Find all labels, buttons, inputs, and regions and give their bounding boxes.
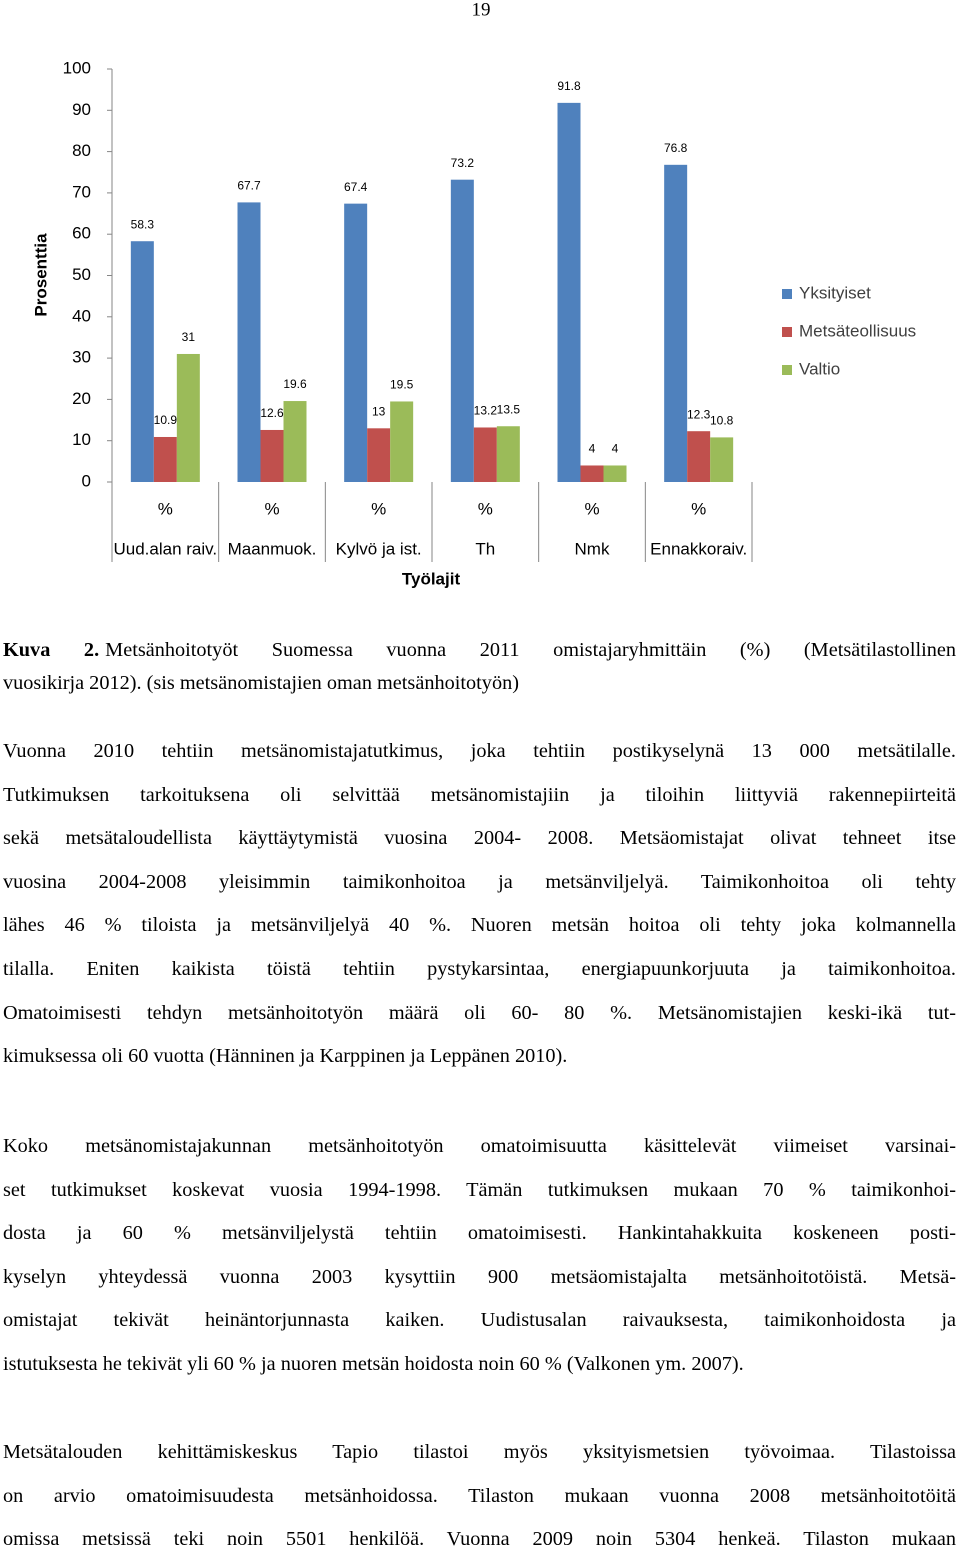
text-line: sekä metsätaloudellista käyttäytymistä v… xyxy=(3,827,956,850)
text-line: kimuksessa oli 60 vuotta (Hänninen ja Ka… xyxy=(3,1045,568,1068)
bar xyxy=(664,164,688,483)
x-tick-label: Nmk xyxy=(575,539,610,558)
text-line: lähes 46 % tiloista ja metsänviljelyä 40… xyxy=(3,914,956,937)
bar xyxy=(473,427,497,482)
legend-swatch xyxy=(782,289,792,299)
bar xyxy=(710,437,734,482)
bar xyxy=(496,426,520,482)
chart: 19 Prosenttia Työlajit 0 10 20 30 40 50 60 70 80… xyxy=(31,0,916,588)
value-label: 58.3 xyxy=(131,217,155,231)
value-label: 19.6 xyxy=(283,377,307,391)
value-label: 67.7 xyxy=(237,179,261,193)
x-tick-label: % xyxy=(691,499,706,518)
text-line: Metsätalouden kehittämiskeskus Tapio til… xyxy=(3,1441,956,1463)
value-label: 10.9 xyxy=(154,413,178,427)
text-line: dosta ja 60 % metsänviljelystä tehtiin o… xyxy=(3,1222,956,1245)
x-tick-label: % xyxy=(478,499,493,518)
value-label: 31 xyxy=(182,330,196,344)
y-tick-label: 100 xyxy=(63,58,91,77)
text-line: istutuksesta he tekivät yli 60 % ja nuor… xyxy=(3,1353,744,1375)
bar xyxy=(176,353,200,482)
caption-text: Metsänhoitotyöt Suomessa vuonna 2011 omi… xyxy=(105,639,956,661)
text-line: Koko metsänomistajakunnan metsänhoitotyö… xyxy=(3,1135,956,1157)
value-label: 4 xyxy=(612,442,619,456)
value-label: 19.5 xyxy=(390,378,414,392)
legend-swatch xyxy=(782,365,792,375)
text-line: set tutkimukset koskevat vuosia 1994-199… xyxy=(3,1178,956,1201)
y-tick-label: 90 xyxy=(72,100,91,119)
bar xyxy=(237,202,261,483)
y-tick-label: 40 xyxy=(72,306,91,325)
x-tick-label: Maanmuok. xyxy=(228,539,317,558)
bar xyxy=(130,241,154,482)
bar xyxy=(390,401,414,482)
text-line: Tutkimuksen tarkoituksena oli selvittää … xyxy=(3,783,956,806)
value-label: 13 xyxy=(372,404,386,418)
x-tick-label: Uud.alan raiv. xyxy=(114,539,218,558)
value-label: 12.6 xyxy=(260,406,284,420)
bar xyxy=(283,401,307,482)
y-tick-label: 70 xyxy=(72,182,91,201)
x-tick-label: % xyxy=(264,499,279,518)
x-tick-label: Kylvö ja ist. xyxy=(336,539,422,558)
text-line: on arvio omatoimisuudesta metsänhoidossa… xyxy=(3,1484,956,1507)
x-tick-label: Th xyxy=(475,539,495,558)
y-tick-label: 10 xyxy=(72,430,91,449)
bar xyxy=(344,203,368,482)
y-tick-label: 20 xyxy=(72,389,91,408)
value-label: 91.8 xyxy=(557,79,581,93)
text-line: vuosina 2004-2008 yleisimmin taimikonhoi… xyxy=(3,870,956,893)
bar xyxy=(603,465,627,482)
bar xyxy=(153,436,177,482)
caption-label: Kuva 2. xyxy=(3,639,100,661)
legend-label: Metsäteollisuus xyxy=(799,321,916,340)
text-line: omissa metsissä teki noin 5501 henkilöä.… xyxy=(3,1528,956,1551)
y-tick-label: 50 xyxy=(72,265,91,284)
value-label: 13.5 xyxy=(497,402,521,416)
bar xyxy=(367,428,391,482)
bar xyxy=(557,102,581,482)
y-tick-label: 80 xyxy=(72,141,91,160)
text-line: Omatoimisesti tehdyn metsänhoitotyön mää… xyxy=(3,1001,956,1024)
x-tick-label: Ennakkoraiv. xyxy=(650,539,747,558)
legend-label: Yksityiset xyxy=(799,283,871,302)
bar xyxy=(687,431,711,482)
text-line: omistajat tekivät heinäntorjunnasta kaik… xyxy=(3,1309,956,1332)
text-line: Vuonna 2010 tehtiin metsänomistajatutkim… xyxy=(3,740,956,762)
value-label: 4 xyxy=(589,442,596,456)
text-line: tilalla. Eniten kaikista töistä tehtiin … xyxy=(3,958,956,980)
caption-text: vuosikirja 2012). (sis metsänomistajien … xyxy=(3,672,519,694)
value-label: 76.8 xyxy=(664,141,688,155)
value-label: 67.4 xyxy=(344,180,368,194)
y-tick-label: 60 xyxy=(72,224,91,243)
value-label: 10.8 xyxy=(710,414,734,428)
y-tick-label: 0 xyxy=(82,471,91,490)
value-label: 73.2 xyxy=(451,156,475,170)
text-line: Kuva 2. Metsänhoitotyöt Suomessa vuonna 2… xyxy=(3,638,956,662)
y-axis-title: Prosenttia xyxy=(31,233,50,317)
value-label: 13.2 xyxy=(474,404,498,418)
legend-swatch xyxy=(782,327,792,337)
x-tick-label: % xyxy=(584,499,599,518)
text-line: kyselyn yhteydessä vuonna 2003 kysyttiin… xyxy=(3,1265,956,1288)
bar xyxy=(260,429,284,482)
value-label: 12.3 xyxy=(687,407,711,421)
y-tick-label: 30 xyxy=(72,348,91,367)
bar xyxy=(580,465,604,482)
x-tick-label: % xyxy=(371,499,386,518)
bar xyxy=(450,179,474,482)
x-tick-label: % xyxy=(158,499,173,518)
legend-label: Valtio xyxy=(799,359,840,378)
x-axis-title: Työlajit xyxy=(402,569,461,588)
page-number: 19 xyxy=(472,0,491,20)
